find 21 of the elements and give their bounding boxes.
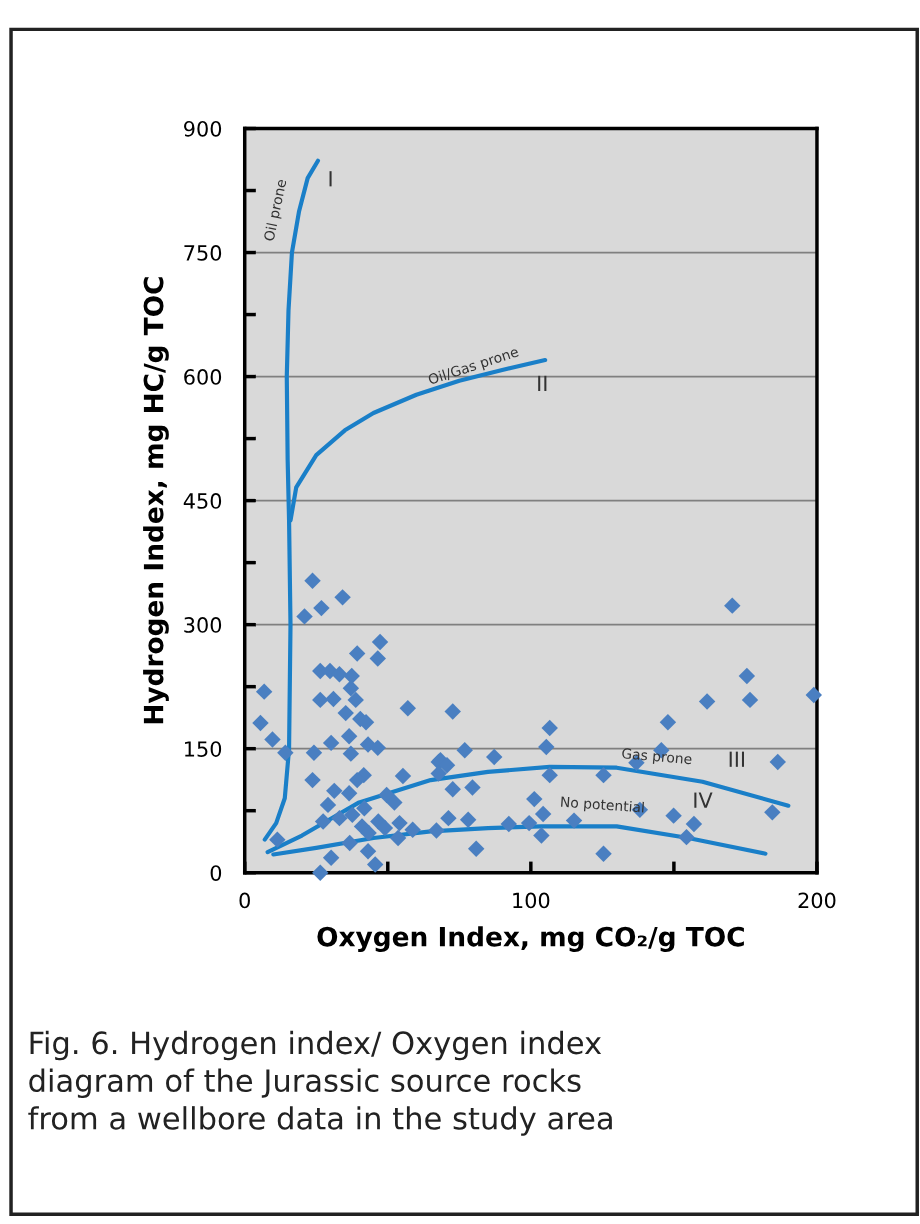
y-tick-label: 600 [184,369,222,385]
y-tick-label: 0 [210,865,222,881]
annotation: I [329,171,332,187]
y-tick-label: 300 [184,617,222,633]
x-tick-label: 200 [798,892,836,909]
x-tick-label: 100 [513,892,550,909]
x-axis-title: Oxygen Index, mg CO₂/g TOC [317,926,744,952]
y-tick-label: 900 [184,120,222,137]
annotation: No potential [560,796,644,816]
annotation: II [538,375,547,392]
y-tick-label: 750 [184,245,222,261]
caption: Fig. 6. Hydrogen index/ Oxygen index diagram of the Jurassic source rocks from a wellbore data in the study area [28,1030,612,1136]
annotation: Oil prone [263,178,290,242]
y-tick-label: 450 [183,493,222,509]
y-axis-title: Hydrogen Index, mg HC/g TOC [143,277,169,724]
annotation: Oil/Gas prone [427,345,520,388]
y-tick-label: 150 [185,741,222,757]
annotation: IV [694,792,713,808]
annotation: Gas prone [621,747,692,768]
x-tick-label: 0 [239,892,250,909]
annotation: III [729,751,745,767]
